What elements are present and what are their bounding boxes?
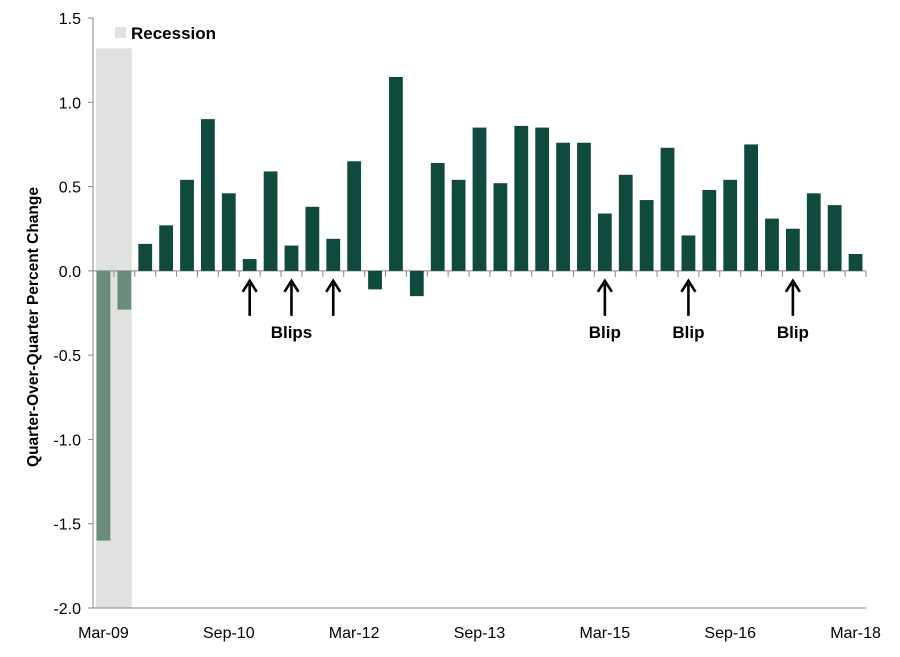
annotation-label: Blip: [672, 323, 704, 342]
bar-Mar-15: [597, 213, 612, 271]
x-tick-label: Sep-10: [203, 625, 255, 642]
bar-Jun-14: [535, 127, 550, 271]
bar-Dec-13: [493, 183, 508, 271]
bar-Dec-10: [242, 259, 257, 271]
bar-Sep-11: [305, 206, 320, 271]
bar-Dec-14: [577, 142, 591, 271]
annotation-label: Blips: [271, 323, 313, 342]
bar-Jun-10: [201, 119, 215, 271]
x-tick-label: Mar-12: [329, 625, 380, 642]
x-tick-labels: Mar-09 Sep-10 Mar-12 Sep-13 Mar-15 Sep-16 Mar-…: [78, 625, 881, 642]
x-tick-label: Mar-09: [78, 625, 129, 642]
annotation-arrow-head: [680, 278, 697, 293]
x-tick-label: Mar-15: [580, 625, 631, 642]
y-tick-label: 1.5: [59, 11, 81, 28]
bar-Mar-10: [180, 179, 194, 271]
bar-Dec-15: [660, 147, 675, 271]
bar-Mar-14: [514, 125, 529, 271]
annotation-arrow-head: [325, 278, 342, 293]
bar-Sep-14: [556, 142, 570, 271]
y-tick-labels: 1.5 1.0 0.5 0.0 -0.5 -1.0 -1.5 -2.0: [53, 11, 93, 618]
bar-Dec-11: [326, 238, 341, 271]
x-tick-label: Sep-16: [704, 625, 756, 642]
bar-Sep-15: [639, 200, 654, 271]
annotation-label: Blip: [589, 323, 621, 342]
bar-Dec-16: [744, 144, 758, 271]
annotation-arrow-head: [784, 278, 801, 293]
y-tick-label: -1.5: [53, 517, 81, 534]
bar-Sep-09: [138, 243, 153, 271]
bar-Mar-17: [765, 218, 779, 271]
y-tick-label: -0.5: [53, 348, 81, 365]
bar-Mar-09: [96, 270, 111, 541]
bars: [96, 77, 863, 541]
y-tick-label: 0.5: [59, 180, 81, 197]
bar-Jun-15: [618, 174, 633, 271]
bar-Sep-16: [723, 179, 738, 271]
y-tick-label: 1.0: [59, 95, 81, 112]
bar-Dec-17: [827, 205, 842, 271]
legend: Recession: [115, 24, 216, 43]
bar-Jun-09: [117, 270, 132, 310]
bar-Jun-17: [785, 228, 800, 271]
bar-Sep-17: [806, 193, 821, 271]
annotation-arrow-head: [596, 278, 613, 293]
y-tick-label: -1.0: [53, 432, 81, 449]
bar-Sep-10: [221, 193, 236, 271]
bar-Jun-16: [702, 189, 717, 271]
x-tick-label: Sep-13: [454, 625, 506, 642]
legend-swatch-recession: [115, 27, 126, 38]
y-axis-label: Quarter-Over-Quarter Percent Change: [25, 187, 42, 467]
bar-Mar-13: [430, 162, 445, 271]
annotation-label: Blip: [777, 323, 809, 342]
legend-label-recession: Recession: [131, 24, 216, 43]
bar-Jun-12: [368, 270, 382, 290]
bar-Jun-13: [451, 179, 466, 271]
y-tick-label: -2.0: [53, 601, 81, 618]
bar-Jun-11: [284, 245, 299, 271]
axes: [92, 18, 867, 609]
y-tick-label: 0.0: [59, 264, 81, 281]
bar-Sep-13: [472, 127, 487, 271]
annotation-arrow-head: [283, 278, 300, 293]
x-tick-label: Mar-18: [830, 625, 881, 642]
bar-Mar-11: [263, 171, 278, 271]
bar-Dec-09: [159, 225, 174, 271]
bar-Dec-12: [409, 270, 424, 297]
bar-Mar-18: [848, 254, 863, 271]
bar-Mar-16: [681, 235, 696, 271]
bar-Sep-12: [389, 77, 403, 271]
bar-Mar-12: [347, 161, 362, 271]
annotation-arrow-head: [241, 278, 258, 293]
annotations: Blips Blip Blip Blip: [241, 278, 809, 342]
